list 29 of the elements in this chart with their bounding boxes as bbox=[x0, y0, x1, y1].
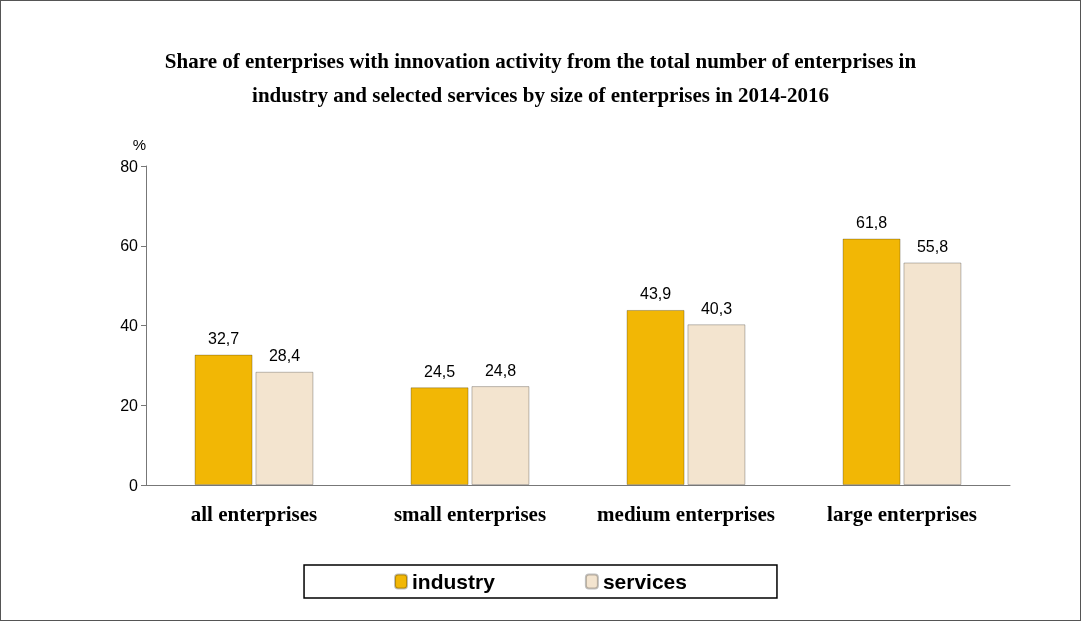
data-label: 32,7 bbox=[207, 330, 240, 348]
x-tick-label: all enterprises bbox=[190, 502, 318, 526]
y-tick-label: 0 bbox=[129, 476, 139, 494]
y-tick-label: 80 bbox=[120, 157, 139, 175]
data-label: 24,5 bbox=[423, 362, 456, 380]
y-tick-label: 40 bbox=[120, 317, 139, 334]
y-axis-title: % bbox=[132, 136, 146, 153]
data-label: 40,3 bbox=[700, 299, 733, 317]
chart-title: Share of enterprises with innovation activity from the total number of enterprises in industry and selected services by size of enterprises in 2014-2016 bbox=[164, 49, 917, 107]
data-label: 24,8 bbox=[484, 361, 517, 379]
x-tick-label: small enterprises bbox=[393, 502, 547, 526]
data-label: 28,4 bbox=[268, 347, 301, 365]
bar bbox=[471, 386, 530, 485]
bar bbox=[626, 309, 685, 485]
bar bbox=[194, 354, 253, 485]
data-label: 55,8 bbox=[916, 238, 949, 255]
bar bbox=[903, 262, 962, 485]
bar bbox=[410, 387, 469, 485]
bar bbox=[255, 371, 314, 485]
y-tick-label: 60 bbox=[120, 237, 139, 255]
legend-label: services bbox=[602, 570, 687, 593]
x-tick-label: large enterprises bbox=[827, 502, 977, 526]
x-tick-label: medium enterprises bbox=[597, 502, 775, 526]
legend-label: industry bbox=[412, 570, 496, 593]
bar bbox=[842, 238, 901, 485]
bar bbox=[687, 324, 746, 485]
data-label: 43,9 bbox=[639, 285, 672, 303]
data-label: 61,8 bbox=[855, 214, 888, 232]
y-tick-label: 20 bbox=[120, 396, 139, 414]
